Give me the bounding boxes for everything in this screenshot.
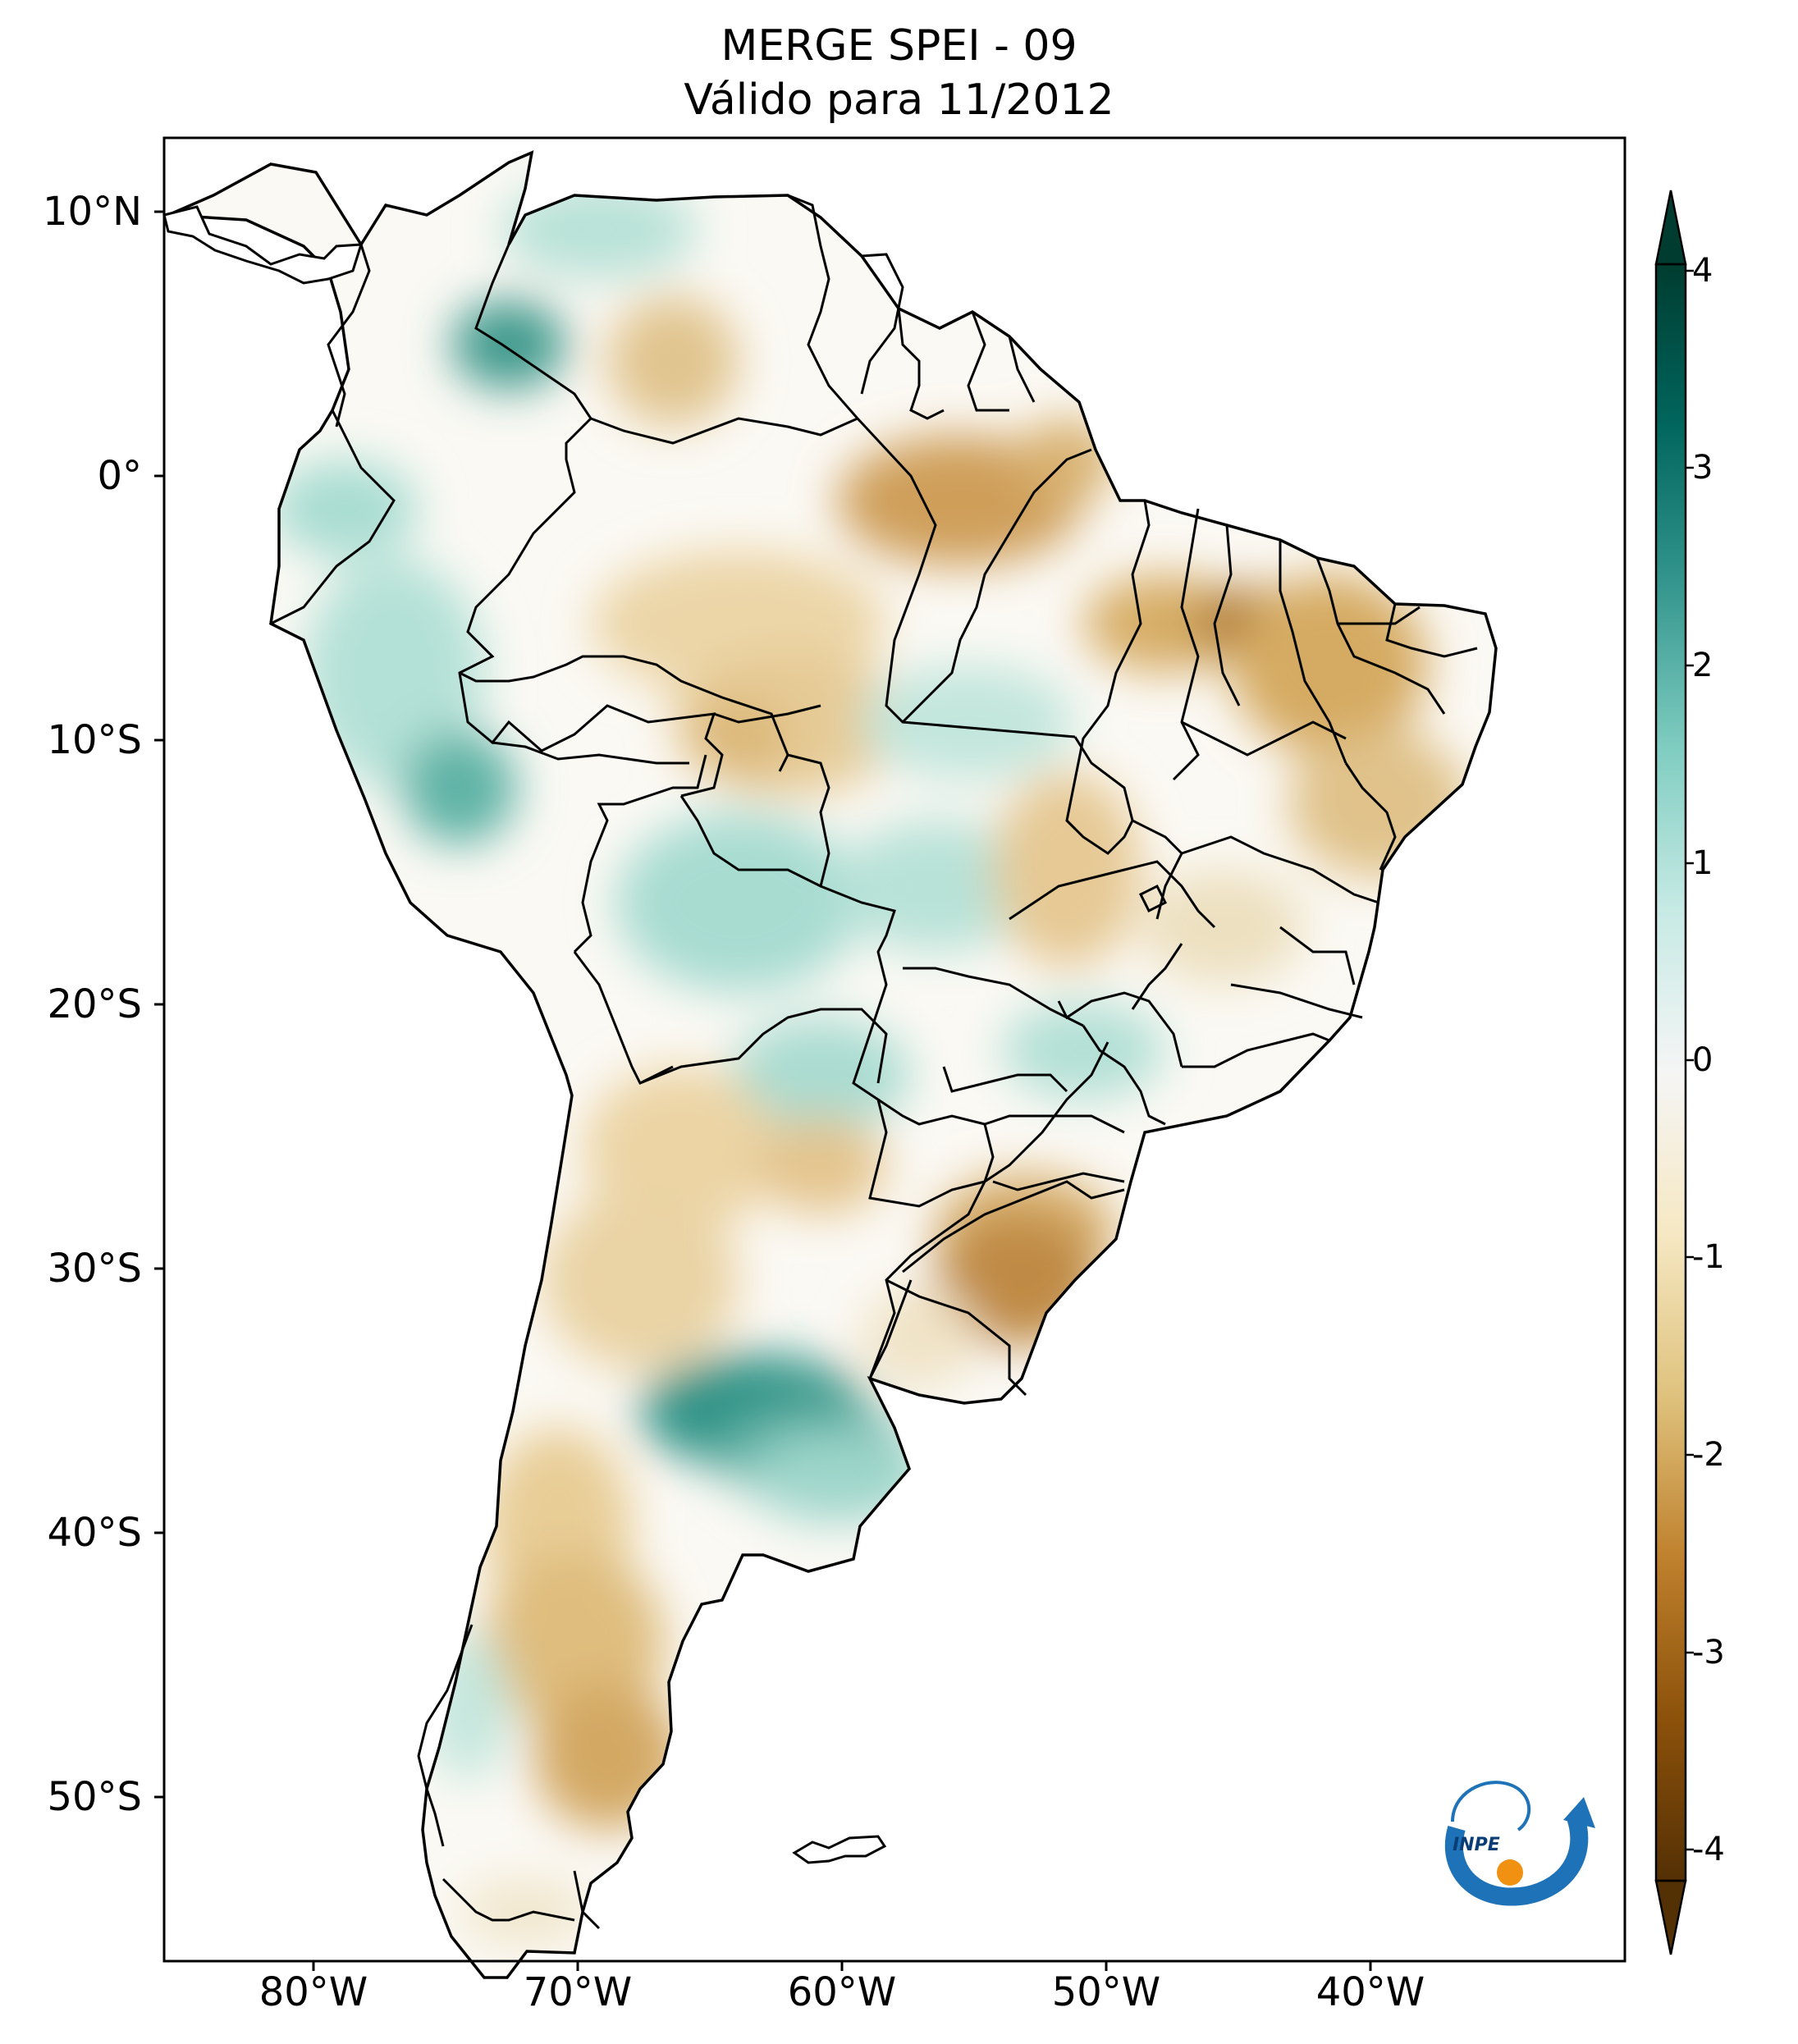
- colorbar-tick-label: 2: [1692, 647, 1713, 684]
- lat-tick-label: 10°N: [43, 189, 142, 235]
- plot-frame: [162, 136, 1626, 1963]
- lat-tick-label: 0°: [97, 453, 142, 499]
- colorbar-tick-label: 3: [1692, 449, 1713, 487]
- lon-tick-label: 80°W: [258, 1969, 368, 2015]
- colorbar: [1654, 190, 1694, 1955]
- lon-tick-label: 50°W: [1051, 1969, 1161, 2015]
- inpe-logo: [1444, 1781, 1595, 1906]
- colorbar-tick-label: -3: [1692, 1634, 1725, 1671]
- map-subtitle: Válido para 11/2012: [684, 75, 1114, 125]
- colorbar-tick-label: 0: [1692, 1041, 1713, 1079]
- lat-tick-label: 50°S: [47, 1774, 142, 1820]
- political-borders: [270, 194, 1478, 1930]
- colorbar-tick-label: -2: [1692, 1436, 1725, 1474]
- colorbar-tick-label: -1: [1692, 1238, 1725, 1276]
- lat-tick-label: 40°S: [47, 1510, 142, 1556]
- colorbar-tick-label: 1: [1692, 844, 1713, 882]
- lat-tick-label: 30°S: [47, 1246, 142, 1292]
- lat-tick-label: 20°S: [47, 981, 142, 1027]
- colorbar-tick-label: -4: [1692, 1831, 1725, 1868]
- axis-ticks: [154, 210, 1372, 1971]
- map-title: MERGE SPEI - 09: [721, 21, 1077, 71]
- colorbar-tick-label: 4: [1692, 252, 1713, 290]
- inpe-logo-text: INPE: [1453, 1835, 1500, 1855]
- falkland-islands: [792, 1835, 887, 1864]
- lon-tick-label: 70°W: [523, 1969, 633, 2015]
- lon-tick-label: 60°W: [787, 1969, 897, 2015]
- lat-tick-label: 10°S: [47, 717, 142, 763]
- central-america: [162, 205, 364, 285]
- lon-tick-label: 40°W: [1315, 1969, 1425, 2015]
